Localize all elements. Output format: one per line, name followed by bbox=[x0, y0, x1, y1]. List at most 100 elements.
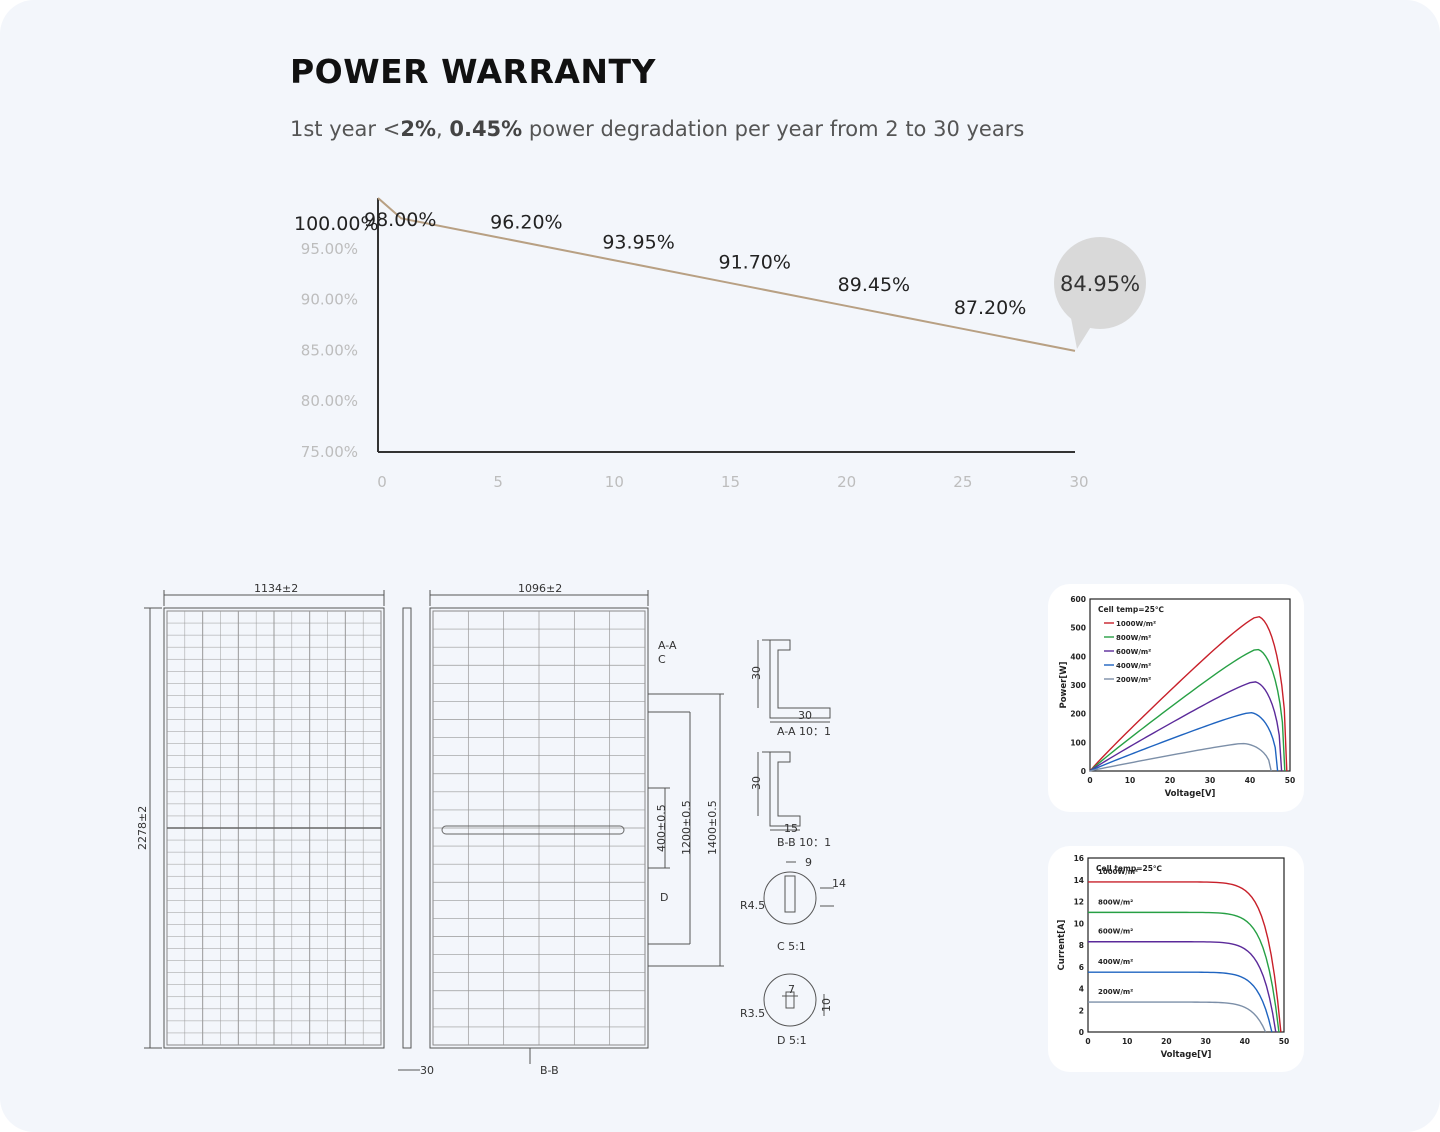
chart-annotation: Cell temp=25℃ bbox=[1096, 864, 1162, 873]
x-tick-label: 10 bbox=[1122, 1037, 1132, 1046]
c-detail-label: C 5:1 bbox=[777, 940, 806, 953]
y-tick-label: 16 bbox=[1074, 854, 1084, 863]
final-value-bubble bbox=[1054, 237, 1146, 349]
y-tick-label: 100 bbox=[1070, 738, 1086, 747]
d-radius: R3.5 bbox=[740, 1007, 765, 1020]
current-voltage-chart: 0 2 4 6 8 10 12 14 16 0 10 20 30 40 50 Voltage[V] Curren… bbox=[1057, 854, 1289, 1060]
y-tick-label: 14 bbox=[1074, 876, 1084, 885]
iv-series-line bbox=[1088, 941, 1277, 1033]
x-tick-label: 40 bbox=[1245, 776, 1255, 785]
y-tick-label: 95.00% bbox=[301, 240, 358, 258]
aa-width-dim: 30 bbox=[798, 709, 812, 722]
c-dim-14: 14 bbox=[832, 877, 846, 890]
data-label: 98.00% bbox=[364, 209, 436, 231]
subtitle-prefix: 1st year < bbox=[290, 117, 401, 141]
subtitle-separator: , bbox=[436, 117, 450, 141]
thickness-dim: 30 bbox=[420, 1064, 434, 1077]
x-tick-label: 50 bbox=[1279, 1037, 1289, 1046]
series-label: 400W/m² bbox=[1098, 958, 1133, 966]
y-tick-label: 6 bbox=[1079, 963, 1084, 972]
x-tick-label: 20 bbox=[1165, 776, 1175, 785]
y-tick-label: 600 bbox=[1070, 595, 1086, 604]
x-tick-label: 0 bbox=[1087, 776, 1092, 785]
data-label-final: 84.95% bbox=[1060, 272, 1140, 296]
d-dim-10: 10 bbox=[820, 998, 833, 1012]
dim-1200: 1200±0.5 bbox=[680, 800, 693, 855]
bb-width-dim: 15 bbox=[784, 822, 798, 835]
detail-d-marker: D bbox=[660, 891, 668, 904]
series-label: 1000W/m² bbox=[1098, 868, 1138, 876]
detail-c-marker: C bbox=[658, 653, 666, 666]
x-tick-label: 50 bbox=[1285, 776, 1295, 785]
y-tick-label: 300 bbox=[1070, 681, 1086, 690]
warranty-chart: 95.00% 90.00% 85.00% 80.00% 75.00% 0 5 10 15 20 2… bbox=[294, 197, 1146, 491]
detail-d-circle bbox=[763, 973, 817, 1027]
power-voltage-chart: 0 100 200 300 400 500 600 0 10 20 30 40 50 Voltage[V]… bbox=[1059, 595, 1295, 799]
legend-label: 200W/m² bbox=[1116, 676, 1151, 684]
x-tick-label: 20 bbox=[1161, 1037, 1171, 1046]
y-tick-label: 12 bbox=[1074, 898, 1084, 907]
data-label: 91.70% bbox=[719, 251, 791, 273]
y-tick-label: 90.00% bbox=[301, 291, 358, 309]
y-tick-label: 4 bbox=[1079, 985, 1084, 994]
y-axis-label: Power[W] bbox=[1059, 661, 1069, 708]
y-tick-label: 85.00% bbox=[301, 341, 358, 359]
data-label: 100.00% bbox=[294, 213, 379, 235]
y-tick-label: 10 bbox=[1074, 919, 1084, 928]
legend-label: 800W/m² bbox=[1116, 634, 1151, 642]
module-technical-drawing: 1134±2 2278±2 1096±2 30 A-A C D B-B 400±… bbox=[136, 582, 846, 1077]
side-view bbox=[402, 607, 412, 1049]
x-tick-label: 0 bbox=[377, 473, 387, 491]
subtitle-annual-value: 0.45% bbox=[449, 117, 523, 141]
section-bb-profile bbox=[762, 751, 801, 827]
current-voltage-card: 0 2 4 6 8 10 12 14 16 0 10 20 30 40 50 Voltage[V] Curren… bbox=[1048, 846, 1304, 1072]
aa-height-dim: 30 bbox=[750, 666, 763, 680]
page-title: POWER WARRANTY bbox=[290, 52, 656, 91]
x-tick-label: 25 bbox=[953, 473, 972, 491]
subtitle-first-year-value: 2% bbox=[400, 117, 436, 141]
power-voltage-card: 0 100 200 300 400 500 600 0 10 20 30 40 50 Voltage[V]… bbox=[1048, 584, 1304, 812]
y-tick-label: 80.00% bbox=[301, 392, 358, 410]
pv-series-line bbox=[1089, 648, 1286, 772]
iv-series-line bbox=[1088, 881, 1282, 1033]
x-tick-label: 40 bbox=[1240, 1037, 1250, 1046]
pv-series-line bbox=[1089, 681, 1283, 772]
y-tick-label: 2 bbox=[1079, 1006, 1084, 1015]
legend-label: 600W/m² bbox=[1116, 648, 1151, 656]
page-subtitle: 1st year <2%, 0.45% power degradation pe… bbox=[290, 117, 1024, 141]
x-tick-label: 5 bbox=[493, 473, 503, 491]
section-aa-marker: A-A bbox=[658, 639, 677, 652]
detail-c-circle bbox=[763, 871, 817, 925]
section-aa-profile bbox=[762, 639, 831, 719]
d-dim-7: 7 bbox=[788, 983, 795, 996]
series-label: 800W/m² bbox=[1098, 898, 1133, 906]
back-view-frame bbox=[429, 607, 649, 1049]
pv-series-line bbox=[1089, 615, 1288, 772]
d-detail-label: D 5:1 bbox=[777, 1034, 807, 1047]
legend-label: 400W/m² bbox=[1116, 662, 1151, 670]
x-tick-label: 10 bbox=[1125, 776, 1135, 785]
y-tick-label: 0 bbox=[1081, 767, 1086, 776]
y-tick-label: 8 bbox=[1079, 941, 1084, 950]
x-tick-label: 30 bbox=[1205, 776, 1215, 785]
y-axis-label: Current[A] bbox=[1057, 919, 1067, 970]
bubble-tail bbox=[1070, 313, 1092, 349]
dim-400: 400±0.5 bbox=[655, 804, 668, 852]
y-tick-label: 0 bbox=[1079, 1028, 1084, 1037]
data-label: 96.20% bbox=[490, 212, 562, 234]
front-view-frame bbox=[163, 607, 385, 1049]
dim-1400: 1400±0.5 bbox=[706, 800, 719, 855]
series-label: 600W/m² bbox=[1098, 928, 1133, 936]
iv-series-line bbox=[1088, 971, 1273, 1033]
chart-annotation: Cell temp=25℃ bbox=[1098, 605, 1164, 614]
x-axis-label: Voltage[V] bbox=[1165, 789, 1216, 799]
iv-series-line bbox=[1088, 1001, 1267, 1033]
y-tick-label: 500 bbox=[1070, 624, 1086, 633]
x-tick-label: 10 bbox=[605, 473, 624, 491]
bubble-circle bbox=[1054, 237, 1146, 329]
y-tick-label: 75.00% bbox=[301, 443, 358, 461]
section-bb-marker: B-B bbox=[540, 1064, 559, 1077]
bb-height-dim: 30 bbox=[750, 776, 763, 790]
iv-series-line bbox=[1088, 911, 1280, 1033]
x-tick-label: 30 bbox=[1200, 1037, 1210, 1046]
